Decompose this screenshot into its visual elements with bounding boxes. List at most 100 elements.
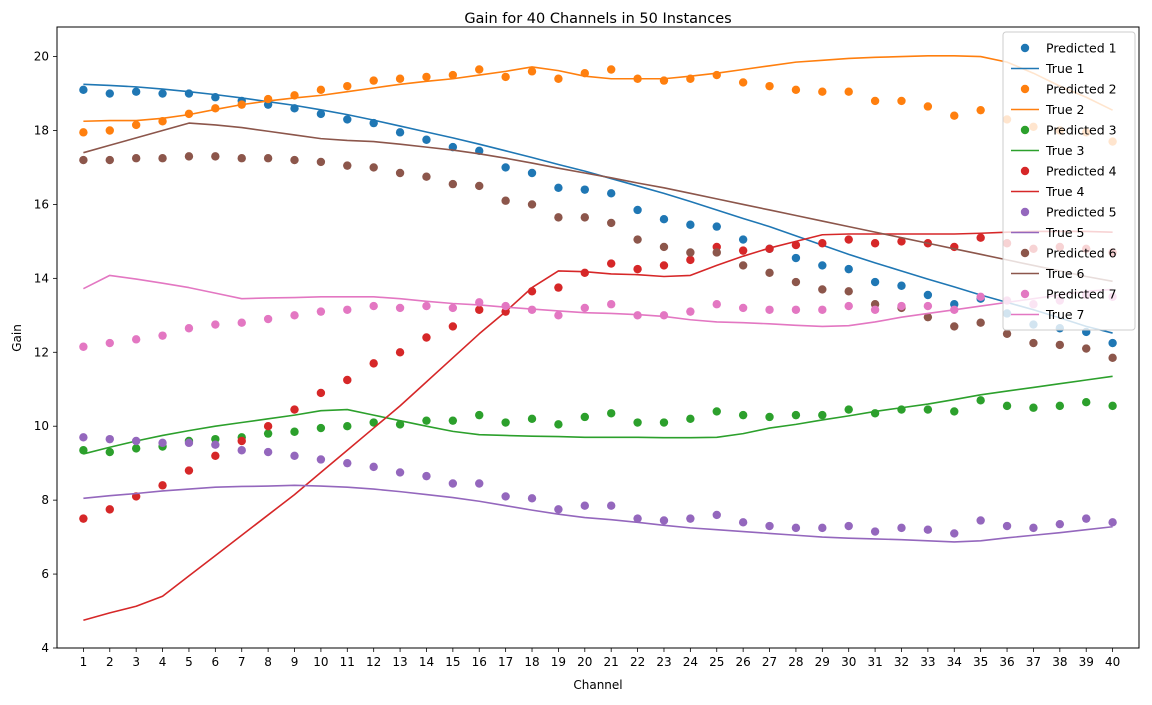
data-point bbox=[607, 65, 616, 74]
data-point bbox=[79, 155, 88, 165]
x-tick-label: 5 bbox=[185, 655, 193, 669]
legend: Predicted 1 True 1 Predicted 2 True 2 Predic… bbox=[1002, 31, 1136, 331]
data-point bbox=[105, 434, 114, 444]
data-point bbox=[844, 405, 853, 414]
legend-item: True 5 bbox=[1011, 225, 1084, 240]
legend-label: True 1 bbox=[1045, 61, 1084, 76]
data-point bbox=[791, 305, 801, 314]
data-point bbox=[1002, 521, 1012, 531]
legend-item: Predicted 2 bbox=[1020, 82, 1117, 97]
data-point bbox=[369, 462, 378, 472]
y-tick-label: 6 bbox=[41, 567, 49, 581]
y-tick-label: 20 bbox=[34, 50, 49, 64]
series-7 bbox=[83, 230, 1113, 622]
data-point bbox=[738, 518, 748, 527]
x-tick-label: 38 bbox=[1052, 655, 1067, 669]
data-point bbox=[897, 237, 906, 246]
data-point bbox=[818, 261, 827, 270]
plot-area bbox=[79, 55, 1117, 622]
data-point bbox=[501, 301, 510, 311]
data-point bbox=[237, 446, 246, 455]
data-point bbox=[263, 154, 273, 163]
data-point bbox=[686, 220, 695, 229]
data-point bbox=[395, 168, 405, 178]
legend-label: Predicted 6 bbox=[1046, 246, 1117, 261]
series-line bbox=[83, 484, 1113, 543]
data-point bbox=[290, 405, 299, 414]
series-line bbox=[83, 230, 1113, 622]
legend-label: Predicted 5 bbox=[1046, 205, 1117, 220]
data-point bbox=[633, 514, 642, 523]
series-6 bbox=[79, 233, 1117, 523]
data-point bbox=[316, 388, 326, 398]
data-point bbox=[712, 300, 721, 309]
chart-title: Gain for 40 Channels in 50 Instances bbox=[464, 11, 731, 27]
legend-label: Predicted 1 bbox=[1046, 41, 1117, 56]
data-point bbox=[131, 444, 141, 453]
data-point bbox=[158, 331, 167, 340]
data-point bbox=[1055, 519, 1065, 529]
legend-label: True 2 bbox=[1045, 102, 1084, 117]
data-point bbox=[633, 235, 642, 244]
data-point bbox=[923, 525, 933, 534]
data-point bbox=[633, 264, 642, 274]
data-point bbox=[105, 126, 114, 135]
data-point bbox=[870, 305, 880, 314]
data-point bbox=[290, 451, 299, 460]
data-point bbox=[448, 479, 458, 488]
x-tick-label: 29 bbox=[815, 655, 830, 669]
data-point bbox=[976, 396, 985, 405]
legend-item: True 2 bbox=[1011, 102, 1084, 117]
legend-label: Predicted 2 bbox=[1046, 82, 1117, 97]
data-point bbox=[950, 111, 959, 120]
data-point bbox=[184, 466, 194, 475]
data-point bbox=[501, 418, 510, 427]
data-point bbox=[580, 303, 589, 313]
data-point bbox=[923, 290, 933, 300]
series-line bbox=[83, 55, 1113, 123]
data-point bbox=[607, 409, 616, 418]
x-tick-label: 26 bbox=[736, 655, 751, 669]
x-tick-label: 33 bbox=[920, 655, 935, 669]
data-point bbox=[686, 255, 695, 265]
data-point bbox=[343, 305, 352, 314]
data-point bbox=[554, 311, 563, 320]
legend-item: Predicted 1 bbox=[1020, 41, 1117, 56]
x-tick-label: 8 bbox=[264, 655, 272, 669]
data-point bbox=[475, 65, 484, 74]
x-tick-label: 4 bbox=[159, 655, 167, 669]
data-point bbox=[290, 311, 299, 320]
x-tick-label: 18 bbox=[524, 655, 539, 669]
x-tick-label: 12 bbox=[366, 655, 381, 669]
data-point bbox=[343, 375, 352, 385]
data-point bbox=[395, 348, 405, 357]
data-point bbox=[395, 468, 405, 477]
series-line bbox=[83, 122, 1113, 283]
legend-swatch bbox=[1020, 289, 1030, 299]
data-point bbox=[554, 505, 563, 514]
x-tick-label: 30 bbox=[841, 655, 856, 669]
data-point bbox=[316, 85, 326, 95]
data-point bbox=[686, 248, 695, 257]
y-axis-label: Gain bbox=[10, 324, 24, 352]
data-point bbox=[870, 527, 880, 536]
data-point bbox=[712, 510, 721, 520]
data-point bbox=[422, 416, 431, 425]
data-point bbox=[659, 215, 669, 224]
series-3 bbox=[83, 55, 1113, 123]
legend-item: Predicted 6 bbox=[1020, 246, 1117, 261]
legend-swatch bbox=[1020, 84, 1030, 94]
legend-swatch bbox=[1020, 248, 1030, 258]
legend-item: True 3 bbox=[1011, 143, 1084, 158]
data-point bbox=[686, 414, 695, 424]
data-point bbox=[1029, 403, 1038, 412]
data-point bbox=[818, 239, 827, 248]
data-point bbox=[316, 423, 326, 433]
data-point bbox=[79, 128, 88, 137]
data-point bbox=[580, 185, 589, 194]
x-tick-label: 2 bbox=[106, 655, 114, 669]
data-point bbox=[976, 105, 985, 115]
data-point bbox=[237, 318, 246, 327]
